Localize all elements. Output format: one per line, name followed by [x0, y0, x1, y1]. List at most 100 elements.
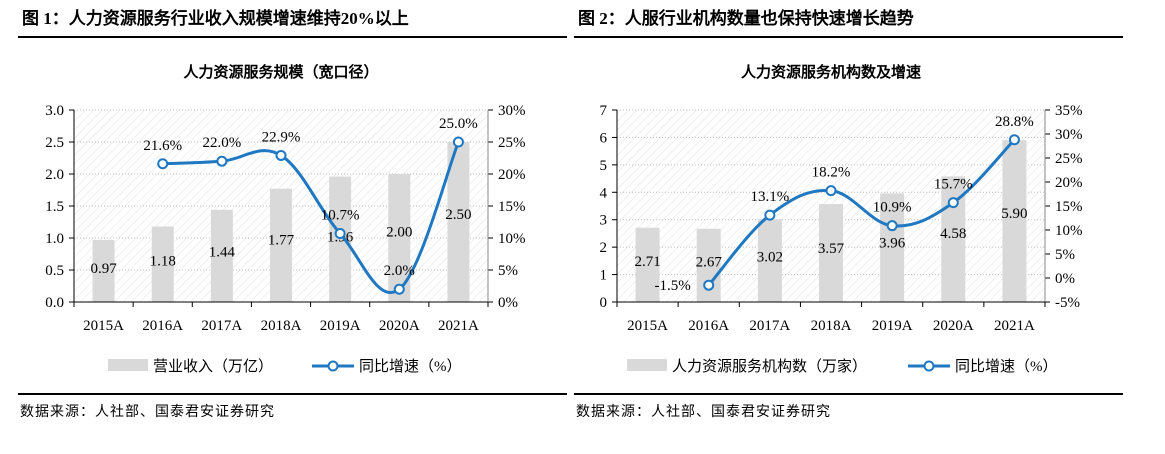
bar — [92, 239, 115, 302]
y-tick-label: 7 — [600, 103, 608, 119]
x-tick-label: 2021A — [994, 318, 1035, 334]
bar-value-label: 1.44 — [209, 244, 236, 260]
figure-1: 图 1：人力资源服务行业收入规模增速维持20%以上数据来源：人社部、国泰君安证券… — [18, 8, 567, 420]
x-tick-label: 2015A — [83, 318, 124, 334]
growth-value-label: -1.5% — [654, 278, 690, 294]
y-tick-label: 5 — [600, 158, 608, 174]
y-tick-label: 0.5 — [45, 263, 64, 279]
growth-point — [393, 283, 405, 295]
y2-tick-label: 25% — [1055, 151, 1083, 167]
y-tick-label: 3.0 — [45, 103, 64, 119]
growth-value-label: 15.7% — [934, 177, 973, 193]
bar — [757, 219, 782, 302]
growth-value-label: 28.8% — [995, 114, 1034, 130]
growth-point — [764, 209, 776, 221]
bar-value-label: 3.96 — [879, 235, 906, 251]
y2-tick-label: 10% — [498, 231, 526, 247]
legend-line-label: 同比增速（%） — [955, 358, 1058, 375]
y-tick-label: 6 — [600, 130, 608, 146]
y2-tick-label: 10% — [1055, 223, 1083, 239]
bar — [210, 209, 233, 302]
growth-point — [157, 158, 169, 170]
y-tick-label: 4 — [600, 185, 608, 201]
growth-point — [703, 279, 715, 291]
bar-value-label: 3.57 — [818, 241, 845, 257]
chart-1: 人力资源服务规模（宽口径） 0.0 0.5 1.0 1.5 2.0 2.5 3.0 0% 5% 10… — [45, 63, 525, 375]
x-tick-label: 2017A — [749, 318, 790, 334]
x-tick-label: 2016A — [142, 318, 183, 334]
growth-value-label: 25.0% — [439, 116, 478, 132]
data-source-note: 数据来源：人社部、国泰君安证券研究 — [20, 404, 275, 420]
y2-tick-label: 35% — [1055, 103, 1083, 119]
growth-value-label: 22.0% — [202, 135, 241, 151]
bar — [270, 188, 292, 302]
growth-point — [216, 155, 228, 167]
bar-value-label: 2.71 — [634, 254, 660, 270]
y2-tick-label: 5% — [498, 263, 518, 279]
y2-tick-label: 15% — [1055, 199, 1083, 215]
legend-bar-label: 营业收入（万亿） — [153, 358, 273, 375]
bar — [880, 193, 905, 302]
x-tick-label: 2019A — [872, 318, 913, 334]
growth-point — [334, 228, 346, 240]
y2-tick-label: 25% — [498, 135, 526, 151]
bar — [635, 227, 660, 302]
growth-value-label: 13.1% — [750, 189, 789, 205]
growth-point — [825, 185, 837, 197]
figure-header: 图 2：人服行业机构数量也保持快速增长趋势 — [578, 8, 914, 28]
bar-value-label: 2.50 — [445, 207, 471, 223]
bar-value-label: 0.97 — [90, 261, 117, 277]
data-source-note: 数据来源：人社部、国泰君安证券研究 — [576, 404, 831, 420]
growth-value-label: 18.2% — [812, 165, 851, 181]
x-tick-label: 2020A — [379, 318, 420, 334]
y-tick-label: 2 — [600, 240, 608, 256]
growth-point — [886, 220, 898, 232]
legend-line-marker — [327, 360, 339, 372]
chart-title: 人力资源服务机构数及增速 — [741, 63, 921, 81]
bar — [1002, 140, 1027, 302]
y-tick-label: 1.0 — [45, 231, 64, 247]
bar — [819, 204, 843, 302]
x-tick-label: 2016A — [688, 318, 729, 334]
bar-value-label: 1.77 — [268, 233, 295, 249]
bar-value-label: 2.00 — [386, 225, 412, 241]
growth-point — [1008, 134, 1020, 146]
growth-point — [275, 149, 287, 161]
legend-bar-swatch — [627, 359, 667, 371]
x-tick-label: 2019A — [320, 318, 361, 334]
bar-value-label: 5.90 — [1001, 206, 1027, 222]
y2-tick-label: 15% — [498, 199, 526, 215]
growth-value-label: 10.7% — [321, 208, 360, 224]
bar — [388, 174, 411, 302]
growth-value-label: 2.0% — [384, 263, 415, 279]
legend-line-marker — [923, 360, 935, 372]
figure-header: 图 1：人力资源服务行业收入规模增速维持20%以上 — [22, 8, 409, 28]
y-tick-label: 1.5 — [45, 199, 64, 215]
growth-value-label: 21.6% — [143, 138, 182, 154]
legend-bar-label: 人力资源服务机构数（万家） — [672, 358, 867, 375]
x-tick-label: 2018A — [811, 318, 852, 334]
bar-value-label: 2.67 — [696, 255, 723, 271]
legend-bar-swatch — [108, 359, 148, 371]
y2-tick-label: -5% — [1055, 295, 1080, 311]
y-tick-label: 0.0 — [45, 295, 64, 311]
y2-tick-label: 30% — [1055, 127, 1083, 143]
y2-tick-label: 30% — [498, 103, 526, 119]
y2-tick-label: 20% — [1055, 175, 1083, 191]
bar — [151, 226, 174, 302]
x-tick-label: 2018A — [261, 318, 302, 334]
bar-value-label: 4.58 — [940, 226, 966, 242]
y-tick-label: 1 — [600, 268, 608, 284]
chart-2: 人力资源服务机构数及增速 0 1 2 3 4 5 6 7 -5% 0% 5% 10% 15% 20% 25% 3… — [600, 63, 1083, 375]
chart-title: 人力资源服务规模（宽口径） — [183, 63, 378, 81]
bar — [447, 142, 470, 302]
x-tick-label: 2015A — [627, 318, 668, 334]
x-tick-label: 2021A — [438, 318, 479, 334]
legend-line-label: 同比增速（%） — [359, 358, 462, 375]
bar — [329, 176, 352, 302]
y-tick-label: 2.0 — [45, 167, 64, 183]
growth-value-label: 10.9% — [873, 200, 912, 216]
y-tick-label: 2.5 — [45, 135, 64, 151]
